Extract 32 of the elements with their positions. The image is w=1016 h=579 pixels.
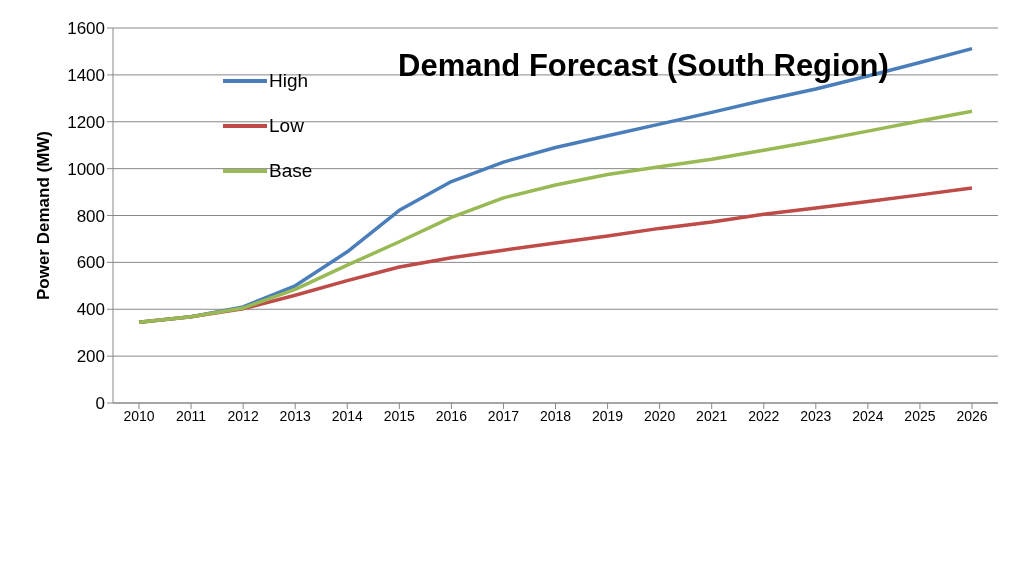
y-tick-label: 400 bbox=[76, 300, 105, 320]
legend-label: High bbox=[269, 69, 309, 93]
x-tick-label: 2021 bbox=[696, 407, 728, 424]
x-tick-label: 2013 bbox=[279, 407, 311, 424]
x-tick-label: 2023 bbox=[800, 407, 832, 424]
y-tick-label: 1600 bbox=[67, 19, 105, 39]
x-tick-label: 2022 bbox=[748, 407, 780, 424]
x-tick-label: 2011 bbox=[176, 407, 207, 424]
x-tick-label: 2020 bbox=[644, 407, 676, 424]
line-series bbox=[137, 109, 974, 324]
legend-label: Low bbox=[269, 114, 304, 138]
x-tick-label: 2018 bbox=[539, 407, 572, 424]
y-tick-label: 1200 bbox=[67, 112, 105, 132]
y-tick-label: 0 bbox=[95, 394, 105, 414]
legend-label: Base bbox=[269, 159, 313, 183]
y-tick-label: 1000 bbox=[67, 159, 105, 179]
y-axis-title: Power Demand (MW) bbox=[34, 130, 54, 301]
x-tick-label: 2016 bbox=[435, 407, 468, 424]
y-tick-label: 800 bbox=[76, 206, 105, 226]
y-tick-label: 600 bbox=[76, 253, 105, 273]
y-tick-label: 200 bbox=[76, 347, 105, 367]
x-tick-label: 2019 bbox=[591, 407, 624, 424]
y-tick-label: 1400 bbox=[67, 65, 105, 85]
x-tick-label: 2017 bbox=[487, 407, 520, 424]
x-tick-label: 2024 bbox=[852, 407, 884, 424]
x-tick-label: 2012 bbox=[227, 407, 259, 424]
text: Demand Forecast (South Region) bbox=[398, 48, 889, 84]
x-tick-label: 2026 bbox=[956, 407, 988, 424]
x-tick-label: 2025 bbox=[904, 407, 936, 424]
x-tick-label: 2014 bbox=[331, 407, 364, 424]
x-tick-label: 2010 bbox=[123, 407, 155, 424]
x-tick-label: 2015 bbox=[383, 407, 416, 424]
